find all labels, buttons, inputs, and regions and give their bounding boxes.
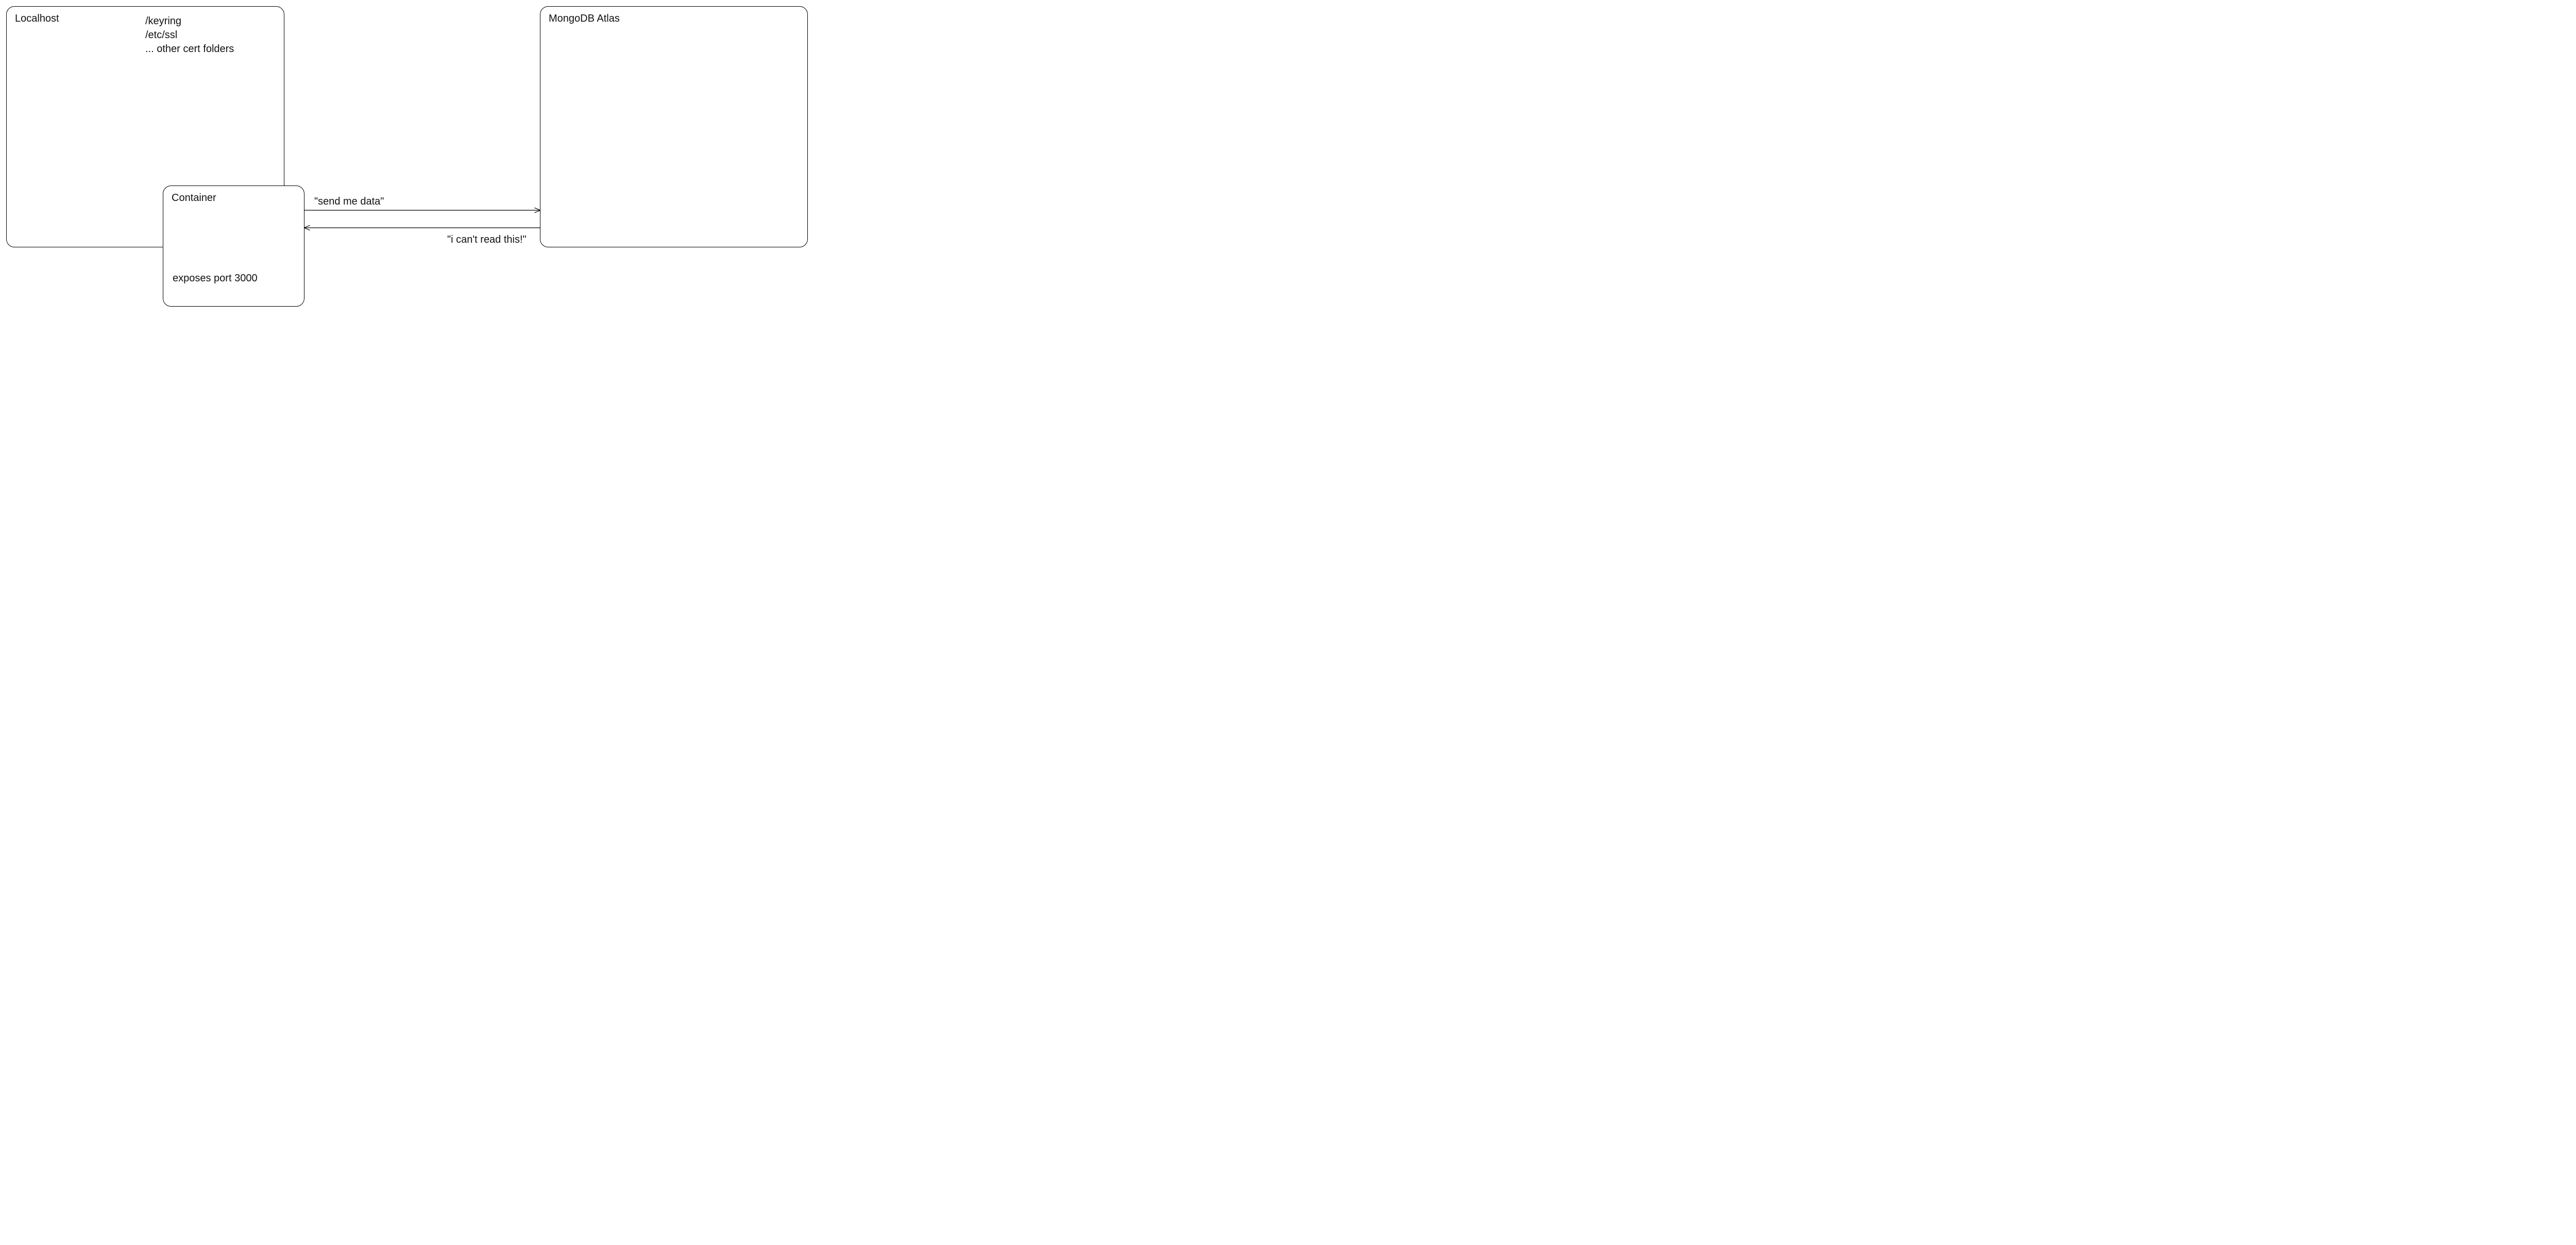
- diagram-canvas: Localhost /keyring /etc/ssl ... other ce…: [0, 0, 814, 328]
- mongodb-title: MongoDB Atlas: [549, 13, 799, 25]
- cert-line: /keyring: [145, 14, 234, 28]
- arrow-from-label: "i can't read this!": [447, 234, 527, 246]
- cert-line: ... other cert folders: [145, 42, 234, 56]
- container-title: Container: [172, 192, 296, 204]
- mongodb-atlas-box: MongoDB Atlas: [540, 6, 808, 247]
- cert-line: /etc/ssl: [145, 28, 234, 42]
- arrow-to-label: "send me data": [314, 196, 384, 208]
- container-box: Container exposes port 3000: [163, 186, 304, 307]
- container-port-label: exposes port 3000: [173, 273, 258, 284]
- cert-folder-list: /keyring /etc/ssl ... other cert folders: [145, 14, 234, 56]
